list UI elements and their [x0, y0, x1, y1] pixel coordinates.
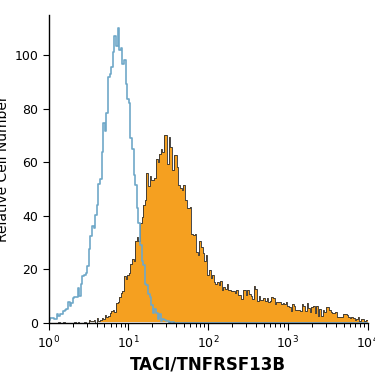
- X-axis label: TACI/TNFRSF13B: TACI/TNFRSF13B: [130, 355, 286, 373]
- Y-axis label: Relative Cell Number: Relative Cell Number: [0, 96, 10, 242]
